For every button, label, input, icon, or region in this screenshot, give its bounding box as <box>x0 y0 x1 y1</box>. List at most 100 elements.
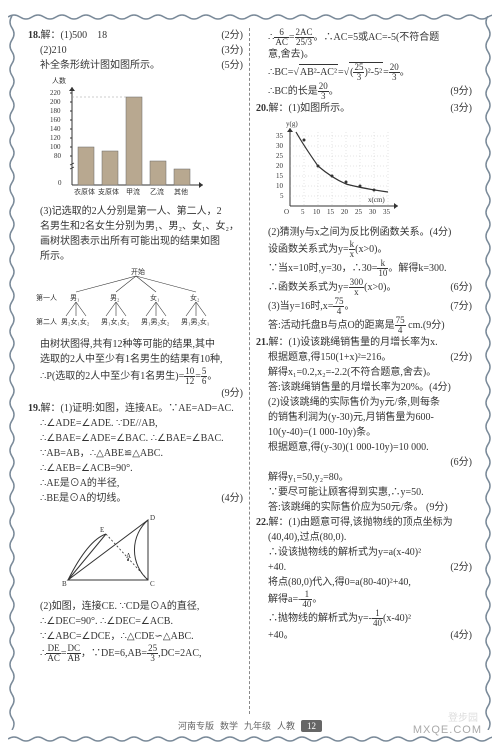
svg-text:15: 15 <box>276 172 284 180</box>
q19-bl1: ∵∠ABC=∠DCE，∴△CDE∽△ABC. <box>28 629 243 644</box>
q19-l2: ∵AB=AB，∴△ABE≌△ABC. <box>28 446 243 461</box>
q18-a2: (2)210 <box>40 43 67 58</box>
r4: ∴BC的长是203。 <box>268 82 339 101</box>
r1: ∴6AC=2AC25/3。∴AC=5或AC=-5(不符合题 <box>256 28 472 47</box>
svg-text:160: 160 <box>50 116 61 124</box>
q18-b3: 画树状图表示出所有可能出现的结果如图 <box>28 234 243 249</box>
q18-a3-score: (5分) <box>221 58 243 73</box>
svg-text:y(g): y(g) <box>286 120 298 128</box>
q21-a8-score: (6分) <box>450 455 472 470</box>
q20-b4: ∴函数关系式为y=300x(x>0)。 <box>268 278 396 297</box>
svg-text:男₁女₁女₂: 男₁女₁女₂ <box>101 317 130 326</box>
q21-a1: 解：(1)设该跳绳销售量的月增长率为x. <box>269 337 438 348</box>
border-top <box>8 8 492 16</box>
svg-text:甲流: 甲流 <box>126 187 140 196</box>
q22-a2: (40,40),过点(80,0). <box>256 530 472 545</box>
svg-text:男₂女₁女₂: 男₂女₁女₂ <box>61 317 90 326</box>
svg-text:乙流: 乙流 <box>150 187 164 196</box>
q18-c3-score: (9分) <box>221 386 243 401</box>
r4-score: (9分) <box>450 84 472 99</box>
svg-text:20: 20 <box>276 162 284 170</box>
q21-a6: 的销售利润为(y-30)元,月销售量为600- <box>256 410 472 425</box>
r3: ∴BC=√AB²-AC²=√(253)²-5²=203。 <box>256 62 472 82</box>
chart-ylabel: 人数 <box>52 76 66 85</box>
q19-l0: ∴∠ADE=∠ADE. ∵DE//AB, <box>28 416 243 431</box>
svg-text:220: 220 <box>50 89 61 97</box>
bar-chart: 人数 220 200 180 160 140 120 <box>48 75 243 202</box>
q22-num: 22. <box>256 517 269 528</box>
q20-b6: 答:活动托盘B与点O的距离是754 cm.(9分) <box>256 316 472 335</box>
q18-c2: 选取的2人中至少有1名男生的结果有10种, <box>28 352 243 367</box>
curve-chart: y(g) 3530252015105 O5101520253035 <box>268 118 472 223</box>
q22-a8-score: (4分) <box>450 628 472 643</box>
watermark2: 登步园 <box>448 709 478 724</box>
q21-a3: 解得x₁=0.2,x₂=-2.2(不符合题意,舍去)。 <box>256 365 472 380</box>
q18-a1-score: (2分) <box>221 28 243 43</box>
svg-text:120: 120 <box>50 134 61 142</box>
q19-aend-score: (4分) <box>221 491 243 506</box>
svg-text:5: 5 <box>280 192 284 200</box>
svg-text:35: 35 <box>383 208 391 216</box>
q18-a2-score: (3分) <box>221 43 243 58</box>
q19-aend: ∴BE是⊙A的切线。 <box>40 491 126 506</box>
q20-b5: (3)当y=16时,x=754。 <box>268 297 354 316</box>
svg-text:女₁: 女₁ <box>150 293 159 302</box>
svg-text:男₁男₂女₁: 男₁男₂女₁ <box>181 317 209 326</box>
svg-text:10: 10 <box>313 208 321 216</box>
svg-text:15: 15 <box>327 208 335 216</box>
q21-a8: 根据题意,得(y-30)(1 000-10y)=10 000. <box>256 440 472 455</box>
svg-text:男₂: 男₂ <box>110 294 120 302</box>
svg-text:A: A <box>126 552 131 560</box>
q19-bfrac: ∴DEAC=DCAB，∵DE=6,AB=253,DC=2AC, <box>28 644 243 663</box>
svg-text:其他: 其他 <box>174 187 188 196</box>
q21-a5: (2)设该跳绳的实际售价为y元/条,则每条 <box>256 395 472 410</box>
svg-text:30: 30 <box>276 142 284 150</box>
page-number: 12 <box>301 720 322 732</box>
q21-a11: 答:该跳绳的实际售价应为50元/条。 (9分) <box>256 500 472 515</box>
footer-t3: 九年级 <box>244 719 271 732</box>
svg-text:开始: 开始 <box>131 267 145 276</box>
svg-text:25: 25 <box>276 152 284 160</box>
footer-t1: 河南专版 <box>178 719 214 732</box>
q18-a3: 补全条形统计图如图所示。 <box>40 58 160 73</box>
q19-bl0: ∴∠DEC=90°. ∴∠DEC=∠ACB. <box>28 614 243 629</box>
border-left <box>8 16 16 730</box>
svg-text:B: B <box>62 580 67 588</box>
q19-b1: (2)如图，连接CE. ∵CD是⊙A的直径, <box>28 599 243 614</box>
q22-a5: 将点(80,0)代入,得0=a(80-40)²+40, <box>256 575 472 590</box>
q20-a1-score: (3分) <box>450 101 472 116</box>
svg-text:35: 35 <box>276 132 284 140</box>
left-column: 18.解：(1)500 18 (2分) (2)210 (3分) 补全条形统计图如… <box>28 28 250 714</box>
q21-a10: ∵要尽可能让顾客得到实惠,∴y=50. <box>256 485 472 500</box>
svg-text:E: E <box>100 526 104 534</box>
q18-c3: ∴P(选取的2人中至少有1名男生)=1012=56。 <box>28 367 243 386</box>
svg-text:x(cm): x(cm) <box>368 196 385 204</box>
q20-b4-score: (6分) <box>450 280 472 295</box>
q22-a7: ∴抛物线的解析式为y=-140(x-40)² <box>256 609 472 628</box>
q22-a1: 解：(1)由题意可得,该抛物线的顶点坐标为 <box>269 517 453 528</box>
q21-a7: 10(y-40)=(1 000-10y)条。 <box>256 425 472 440</box>
q21-a2: 根据题意,得150(1+x)²=216。 <box>268 350 391 365</box>
tree-diagram: 开始 第一人 男₁ 男₂ 女₁ 女₂ <box>36 266 243 335</box>
q22-a6: 解得a=-140。 <box>256 590 472 609</box>
svg-text:女₂: 女₂ <box>190 293 200 302</box>
svg-text:25: 25 <box>355 208 363 216</box>
q21-a2-score: (2分) <box>450 350 472 365</box>
footer-t2: 数学 <box>220 719 238 732</box>
svg-text:80: 80 <box>54 152 62 160</box>
q19-l1: ∴∠BAE=∠ADE=∠BAC. ∴∠BAE=∠BAC. <box>28 431 243 446</box>
q19-l3: ∴∠AEB=∠ACB=90°. <box>28 461 243 476</box>
svg-text:10: 10 <box>276 182 284 190</box>
svg-text:180: 180 <box>50 107 61 115</box>
q20-b2: 设函数关系式为y=kx(x>0)。 <box>256 240 472 259</box>
svg-text:200: 200 <box>50 98 61 106</box>
svg-text:男₁男₂女₂: 男₁男₂女₂ <box>141 317 170 326</box>
svg-text:D: D <box>150 514 155 522</box>
svg-text:100: 100 <box>50 143 61 151</box>
svg-text:C: C <box>150 580 155 588</box>
q18-b2: 名男生和2名女生分别为男₁、男₂、女₁、女₂， <box>28 219 243 234</box>
q21-num: 21. <box>256 337 269 348</box>
q20-b5-score: (7分) <box>450 299 472 314</box>
q18-b1: (3)记选取的2人分别是第一人、第二人，2 <box>28 204 243 219</box>
r2: 意,舍去)。 <box>256 47 472 62</box>
